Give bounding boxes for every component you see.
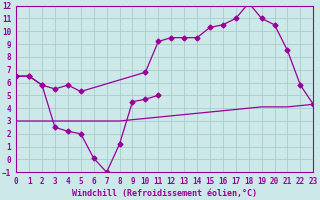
X-axis label: Windchill (Refroidissement éolien,°C): Windchill (Refroidissement éolien,°C) <box>72 189 257 198</box>
